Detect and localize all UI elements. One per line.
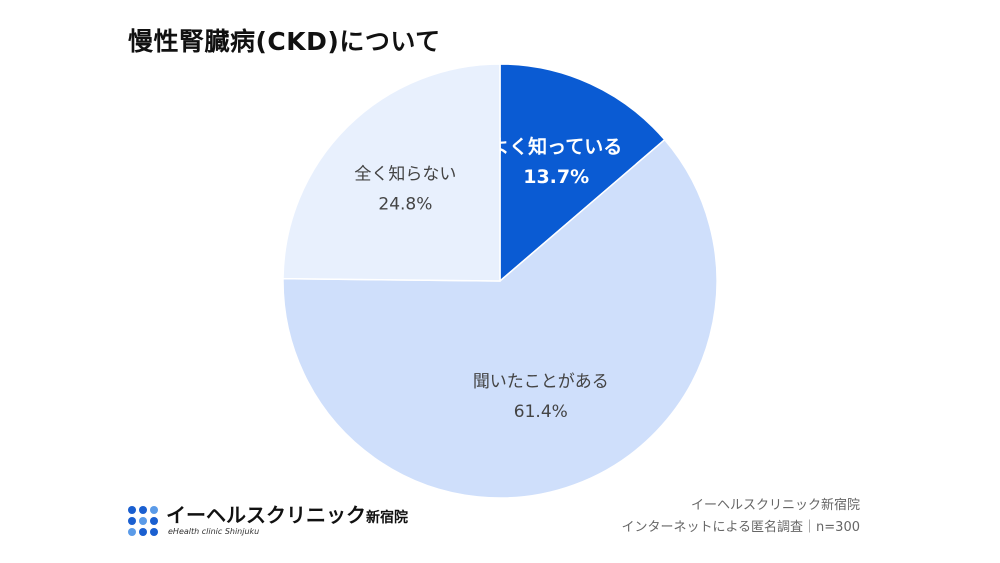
clinic-logo: イーヘルスクリニック新宿院 eHealth clinic Shinjuku bbox=[128, 505, 408, 536]
slice-value: 13.7% bbox=[523, 166, 589, 188]
source-note: イーヘルスクリニック新宿院 インターネットによる匿名調査｜n=300 bbox=[621, 495, 860, 539]
slice-label: よく知っている bbox=[490, 135, 622, 158]
slice-label: 聞いたことがある bbox=[473, 372, 609, 392]
source-line-1: イーヘルスクリニック新宿院 bbox=[690, 498, 860, 513]
logo-subtitle: eHealth clinic Shinjuku bbox=[168, 527, 260, 536]
slice-value: 61.4% bbox=[514, 402, 568, 422]
pie-slice bbox=[499, 63, 666, 283]
slice-value: 24.8% bbox=[378, 194, 432, 214]
chart-title: 慢性腎臓病(CKD)について bbox=[128, 27, 441, 56]
logo-dots-icon bbox=[128, 505, 160, 536]
pie-slice bbox=[282, 138, 718, 499]
logo-name: イーヘルスクリニック新宿院 bbox=[166, 503, 408, 527]
slice-label: 全く知らない bbox=[354, 164, 456, 184]
source-line-2: インターネットによる匿名調査｜n=300 bbox=[621, 520, 860, 535]
pie-slice bbox=[282, 63, 501, 282]
